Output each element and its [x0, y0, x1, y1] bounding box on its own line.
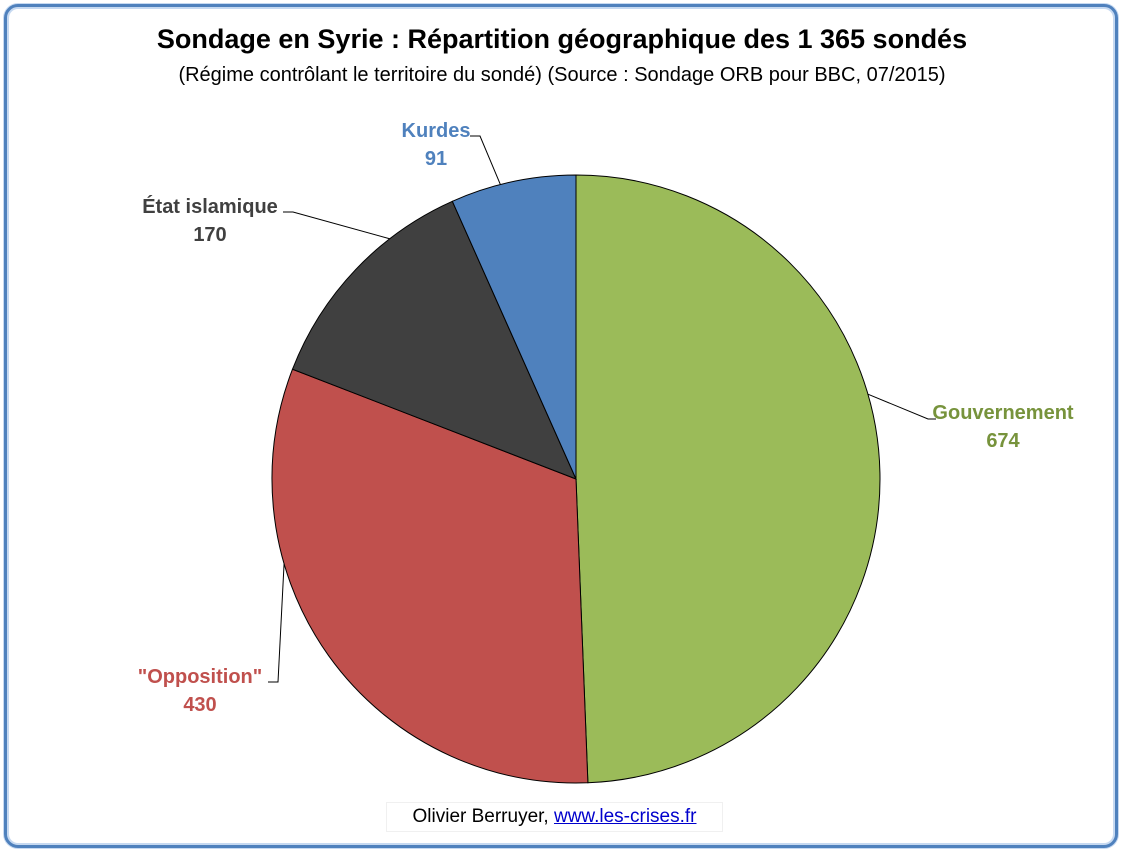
pie-slice-2 [291, 200, 577, 480]
slice-label-1: "Opposition" [138, 666, 263, 688]
pie-slice-1 [271, 368, 589, 784]
leader-line-1 [268, 563, 285, 683]
pie-slice-3 [451, 174, 577, 480]
slice-value-0: 674 [986, 430, 1020, 452]
credit-link[interactable]: www.les-crises.fr [553, 806, 697, 827]
pie-slice-0 [575, 174, 881, 784]
leader-line-0 [867, 393, 936, 420]
credit-box: Olivier Berruyer, www.les-crises.fr [386, 802, 723, 832]
slice-label-0: Gouvernement [932, 402, 1073, 424]
slice-label-2: État islamique [142, 195, 278, 218]
credit-author: Olivier Berruyer, [412, 806, 549, 827]
slice-value-1: 430 [183, 694, 216, 716]
leader-line-3 [470, 135, 501, 185]
chart-title: Sondage en Syrie : Répartition géographi… [156, 24, 968, 54]
slice-value-2: 170 [193, 224, 226, 246]
slice-value-3: 91 [425, 148, 447, 170]
slice-label-3: Kurdes [402, 120, 471, 142]
chart-subtitle: (Régime contrôlant le territoire du sond… [178, 64, 946, 86]
leader-line-2 [283, 211, 390, 240]
